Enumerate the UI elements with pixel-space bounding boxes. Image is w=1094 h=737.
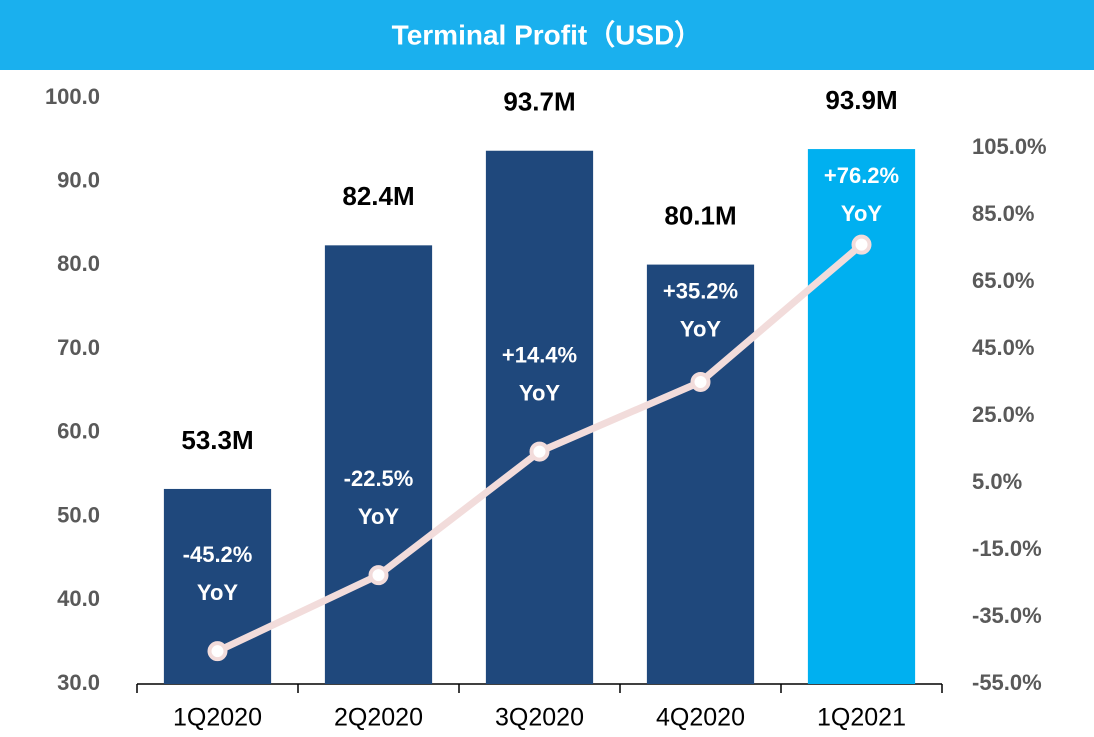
yoy-suffix: YoY: [519, 380, 560, 405]
bar: [646, 264, 755, 684]
bar-value-label: 82.4M: [342, 181, 414, 211]
bar: [324, 245, 433, 684]
y2-tick-label: 25.0%: [972, 402, 1034, 427]
y2-tick-label: -55.0%: [972, 670, 1042, 695]
yoy-suffix: YoY: [841, 201, 882, 226]
bar-value-label: 53.3M: [181, 425, 253, 455]
x-tick-label: 1Q2021: [817, 704, 906, 732]
x-tick-label: 1Q2020: [173, 704, 262, 732]
yoy-suffix: YoY: [358, 504, 399, 529]
bar-value-label: 93.7M: [503, 87, 575, 117]
yoy-label: +76.2%: [824, 163, 899, 188]
yoy-suffix: YoY: [680, 316, 721, 341]
y-tick-label: 100.0: [45, 84, 100, 109]
y-tick-label: 60.0: [57, 419, 100, 444]
yoy-marker: [529, 441, 550, 462]
y-tick-label: 90.0: [57, 168, 100, 193]
yoy-label: +35.2%: [663, 278, 738, 303]
yoy-marker: [207, 641, 228, 662]
yoy-marker: [851, 234, 872, 255]
x-tick-label: 4Q2020: [656, 704, 745, 732]
bar: [485, 150, 594, 685]
yoy-suffix: YoY: [197, 580, 238, 605]
y-tick-label: 40.0: [57, 586, 100, 611]
y2-tick-label: -15.0%: [972, 536, 1042, 561]
y2-tick-label: 65.0%: [972, 268, 1034, 293]
yoy-label: -45.2%: [183, 542, 253, 567]
y-tick-label: 80.0: [57, 251, 100, 276]
bar-value-label: 80.1M: [664, 200, 736, 230]
title-bar: [0, 0, 1094, 70]
yoy-marker: [368, 565, 389, 586]
y-tick-label: 30.0: [57, 670, 100, 695]
yoy-marker: [690, 371, 711, 392]
y-tick-label: 50.0: [57, 502, 100, 527]
chart-title: Terminal Profit（USD）: [392, 18, 703, 50]
y-tick-label: 70.0: [57, 335, 100, 360]
x-tick-label: 3Q2020: [495, 704, 584, 732]
bar-value-label: 93.9M: [825, 85, 897, 115]
x-tick-label: 2Q2020: [334, 704, 423, 732]
y2-tick-label: 85.0%: [972, 201, 1034, 226]
yoy-label: +14.4%: [502, 342, 577, 367]
y2-tick-label: -35.0%: [972, 603, 1042, 628]
bar: [807, 149, 916, 684]
yoy-label: -22.5%: [344, 466, 414, 491]
y2-tick-label: 5.0%: [972, 469, 1022, 494]
y2-tick-label: 105.0%: [972, 134, 1047, 159]
y2-tick-label: 45.0%: [972, 335, 1034, 360]
